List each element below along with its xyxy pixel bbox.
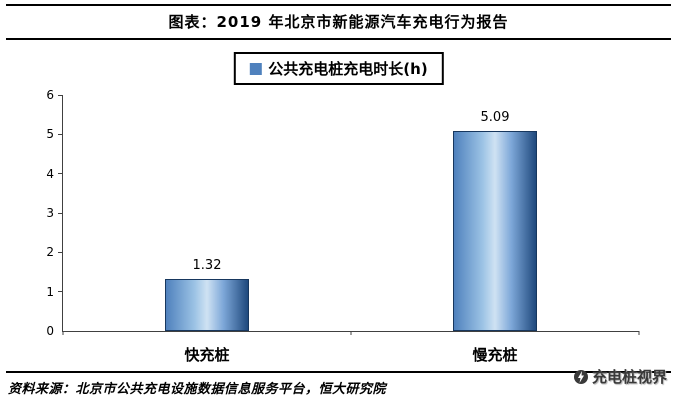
y-axis-tick-label: 3 [46, 206, 54, 220]
bar-1 [165, 279, 249, 331]
bar-value-label: 5.09 [480, 109, 510, 125]
watermark: 充电桩视界 [573, 366, 667, 387]
y-axis-tick-label: 5 [46, 127, 54, 142]
x-axis-tick-mark [350, 331, 352, 335]
y-axis-tick-mark [58, 133, 63, 135]
y-axis-tick-mark [58, 94, 63, 96]
legend-label: 公共充电桩充电时长(h) [268, 60, 428, 78]
source-text: 资料来源：北京市公共充电设施数据信息服务平台，恒大研究院 [8, 382, 387, 397]
y-axis-tick-mark [58, 173, 63, 175]
x-axis-category-label: 快充桩 [184, 346, 230, 364]
legend-marker-icon [249, 62, 262, 75]
y-axis-tick-mark [58, 251, 63, 253]
chart-legend: 公共充电桩充电时长(h) [233, 52, 444, 85]
y-axis-tick-label: 6 [46, 88, 54, 102]
watermark-label: 充电桩视界 [591, 368, 667, 386]
page-title: 图表：2019 年北京市新能源汽车充电行为报告 [6, 4, 671, 40]
y-axis-tick-label: 0 [46, 324, 54, 338]
y-axis-tick-mark [58, 291, 63, 293]
x-axis-tick-mark [62, 331, 64, 335]
x-axis-category-label: 慢充桩 [472, 346, 518, 364]
y-axis-tick-label: 2 [46, 245, 54, 260]
x-axis-tick-mark [638, 331, 640, 335]
y-axis-tick-mark [58, 212, 63, 214]
footer-divider [6, 371, 671, 373]
bar-2 [453, 130, 537, 331]
plot-area: 0 1 2 3 4 5 6 1.32 快充桩 5.09 慢充桩 [46, 89, 640, 364]
lightning-badge-icon [573, 369, 589, 385]
bar-value-label: 1.32 [192, 258, 222, 274]
y-axis-tick-label: 1 [46, 284, 54, 299]
y-axis-tick-label: 4 [46, 166, 54, 181]
